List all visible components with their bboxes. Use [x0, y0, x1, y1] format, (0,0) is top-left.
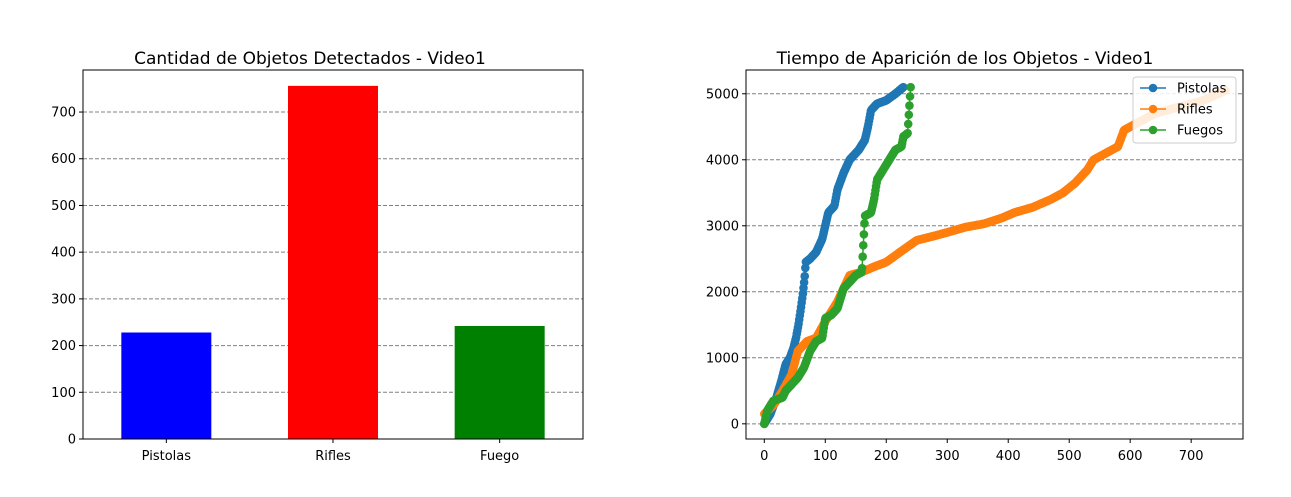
line-x-tick-label: 200: [874, 449, 899, 464]
line-x-tick-label: 500: [1057, 449, 1082, 464]
line-y-tick-label: 4000: [706, 153, 739, 168]
series-pistolas: [759, 82, 908, 429]
legend-label: Pistolas: [1177, 82, 1227, 97]
series-marker: [903, 128, 912, 138]
line-y-tick-label: 2000: [706, 285, 739, 300]
series-marker: [904, 110, 914, 120]
legend-label: Fuegos: [1177, 124, 1223, 139]
series-marker: [899, 82, 908, 92]
series-marker: [905, 101, 914, 110]
line-chart-title: Tiempo de Aparición de los Objetos - Vid…: [776, 49, 1154, 69]
bar-y-tick-label: 100: [51, 386, 76, 401]
legend-label: Rifles: [1177, 103, 1213, 118]
bar-chart: Cantidad de Objetos Detectados - Video1 …: [51, 49, 584, 464]
legend-marker: [1148, 83, 1158, 93]
legend-item-pistolas: Pistolas: [1140, 82, 1227, 97]
bar-y-tick-label: 500: [51, 199, 76, 214]
bar-fuego: [454, 325, 545, 439]
series-marker: [906, 82, 915, 92]
series-marker: [903, 119, 913, 129]
series-marker: [799, 278, 809, 287]
line-chart-frame: [745, 69, 1244, 440]
bar-x-tick-label: Pistolas: [142, 449, 192, 464]
legend-item-fuegos: Fuegos: [1140, 124, 1223, 139]
bar-x-tick-label: Fuego: [480, 449, 519, 464]
bar-pistolas: [121, 332, 212, 439]
series-marker: [860, 219, 869, 228]
line-y-tick-label: 0: [731, 417, 739, 432]
line-x-tick-label: 700: [1179, 449, 1204, 464]
bar-chart-title: Cantidad de Objetos Detectados - Video1: [134, 49, 486, 69]
bar-y-tick-label: 0: [68, 433, 76, 448]
line-chart: Tiempo de Aparición de los Objetos - Vid…: [706, 49, 1244, 464]
bar-chart-y-ticks: 0 100 200 300 400 500 600 700: [51, 106, 83, 448]
line-y-tick-label: 5000: [706, 87, 739, 102]
series-marker: [858, 252, 867, 261]
series-marker: [800, 271, 810, 281]
line-chart-legend: Pistolas Rifles Fuegos: [1132, 76, 1237, 144]
line-x-tick-label: 400: [996, 449, 1021, 464]
series-marker: [857, 263, 867, 273]
line-chart-x-ticks: 0 100 200 300 400 500 600 700: [760, 439, 1204, 464]
bar-chart-bars: [121, 85, 545, 439]
bar-chart-x-ticks: Pistolas Rifles Fuego: [142, 439, 519, 464]
bar-rifles: [288, 85, 378, 439]
bar-y-tick-label: 700: [51, 106, 76, 121]
line-x-tick-label: 100: [813, 449, 838, 464]
line-x-tick-label: 600: [1118, 449, 1143, 464]
legend-box: [1132, 76, 1237, 144]
legend-marker: [1148, 125, 1158, 135]
line-y-tick-label: 3000: [706, 219, 739, 234]
legend-item-rifles: Rifles: [1140, 103, 1213, 118]
bar-x-tick-label: Rifles: [315, 449, 351, 464]
line-y-tick-label: 1000: [706, 351, 739, 366]
line-chart-y-ticks: 0 1000 2000 3000 4000 5000: [706, 87, 746, 432]
bar-y-tick-label: 400: [51, 246, 76, 261]
series-fuegos: [759, 82, 915, 429]
bar-y-tick-label: 200: [51, 339, 76, 354]
series-marker: [859, 230, 869, 239]
line-x-tick-label: 0: [760, 449, 768, 464]
series-marker: [905, 92, 915, 101]
series-marker: [858, 241, 868, 250]
line-x-tick-label: 300: [935, 449, 960, 464]
bar-y-tick-label: 600: [51, 152, 76, 167]
bar-y-tick-label: 300: [51, 292, 76, 307]
legend-marker: [1148, 104, 1158, 114]
